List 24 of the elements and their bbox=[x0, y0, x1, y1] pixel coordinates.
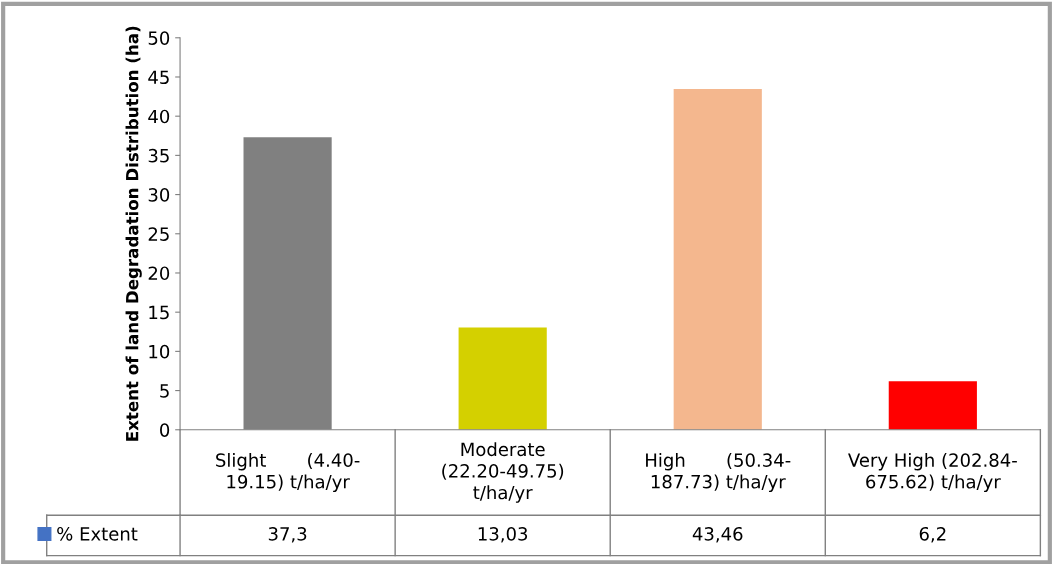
y-tick-label: 30 bbox=[148, 188, 170, 202]
x-tick-label: High (50.34- 187.73) t/ha/yr bbox=[646, 452, 791, 493]
y-tick-label: 45 bbox=[148, 70, 169, 85]
y-tick-label: 20 bbox=[148, 266, 170, 281]
bar bbox=[458, 327, 547, 430]
y-tick-label: 50 bbox=[148, 31, 170, 45]
data-label: 43,46 bbox=[692, 526, 743, 543]
legend-label: % Extent bbox=[57, 526, 138, 541]
data-label: 6,2 bbox=[919, 526, 946, 543]
y-tick-label: 5 bbox=[160, 384, 169, 398]
y-tick-label: 10 bbox=[149, 344, 170, 359]
y-tick-label: 25 bbox=[148, 227, 169, 241]
x-tick-label: Very High (202.84- 675.62) t/ha/yr bbox=[848, 452, 1017, 493]
x-tick-label: Moderate (22.20-49.75) t/ha/yr bbox=[442, 442, 564, 503]
data-label: 37,3 bbox=[268, 526, 307, 543]
x-tick-label: Slight (4.40- 19.15) t/ha/yr bbox=[216, 452, 360, 493]
y-tick-label: 15 bbox=[149, 305, 169, 320]
bar bbox=[888, 381, 977, 430]
y-tick-label: 35 bbox=[148, 148, 169, 163]
y-tick-label: 40 bbox=[148, 109, 170, 124]
y-axis-title: Extent of land Degradation Distribution (ha) bbox=[125, 26, 142, 441]
bar bbox=[673, 89, 762, 430]
data-label: 13,03 bbox=[478, 526, 528, 543]
y-tick-label: 0 bbox=[160, 423, 170, 437]
